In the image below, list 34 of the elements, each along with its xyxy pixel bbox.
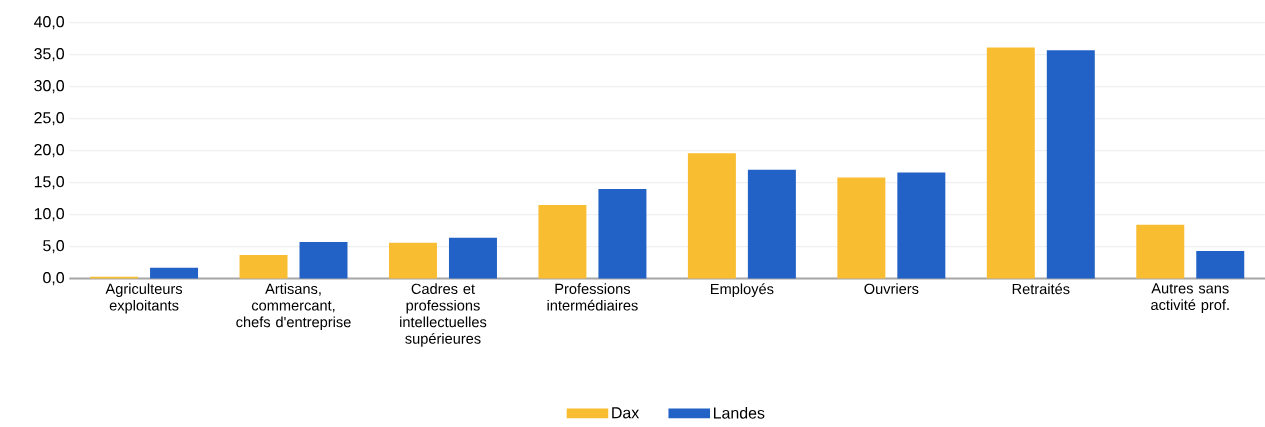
x-tick-label: Professions intermédiaires [547, 283, 638, 311]
bar [747, 170, 796, 279]
bar [986, 47, 1035, 279]
bar [538, 205, 587, 279]
x-tick-label: Agriculteurs exploitants [105, 283, 183, 314]
bar [239, 255, 288, 279]
x-tick-label: Cadres et professions intellectuelles supérieures [400, 283, 487, 347]
legend-label: Dax [612, 407, 640, 419]
y-tick-label: 30,0 [34, 80, 65, 94]
bar [448, 237, 497, 279]
x-tick-label: Ouvriers [864, 283, 919, 295]
legend-label: Landes [714, 407, 765, 419]
bar [299, 242, 348, 279]
y-tick-label: 20,0 [34, 144, 65, 158]
y-tick-label: 40,0 [33, 16, 65, 30]
x-tick-label: Autres sans activité prof. [1151, 283, 1229, 314]
y-tick-label: 0,0 [43, 272, 65, 286]
bar [598, 189, 647, 279]
y-tick-label: 15,0 [34, 176, 65, 190]
bar [150, 267, 199, 279]
x-tick-label: Employés [711, 283, 774, 298]
bar [1196, 251, 1245, 279]
x-tick-label: Artisans, commercant, chefs d'entreprise [236, 283, 351, 331]
y-tick-label: 5,0 [43, 240, 65, 254]
y-tick-label: 25,0 [34, 112, 65, 126]
bar [388, 242, 437, 279]
x-tick-label: Retraités [1012, 283, 1070, 295]
y-tick-label: 10,0 [34, 208, 65, 222]
bar [1136, 225, 1185, 279]
bar [897, 172, 946, 279]
bar [837, 177, 886, 279]
bar [1046, 50, 1095, 279]
bar [687, 153, 736, 279]
y-tick-label: 35,0 [34, 48, 65, 62]
